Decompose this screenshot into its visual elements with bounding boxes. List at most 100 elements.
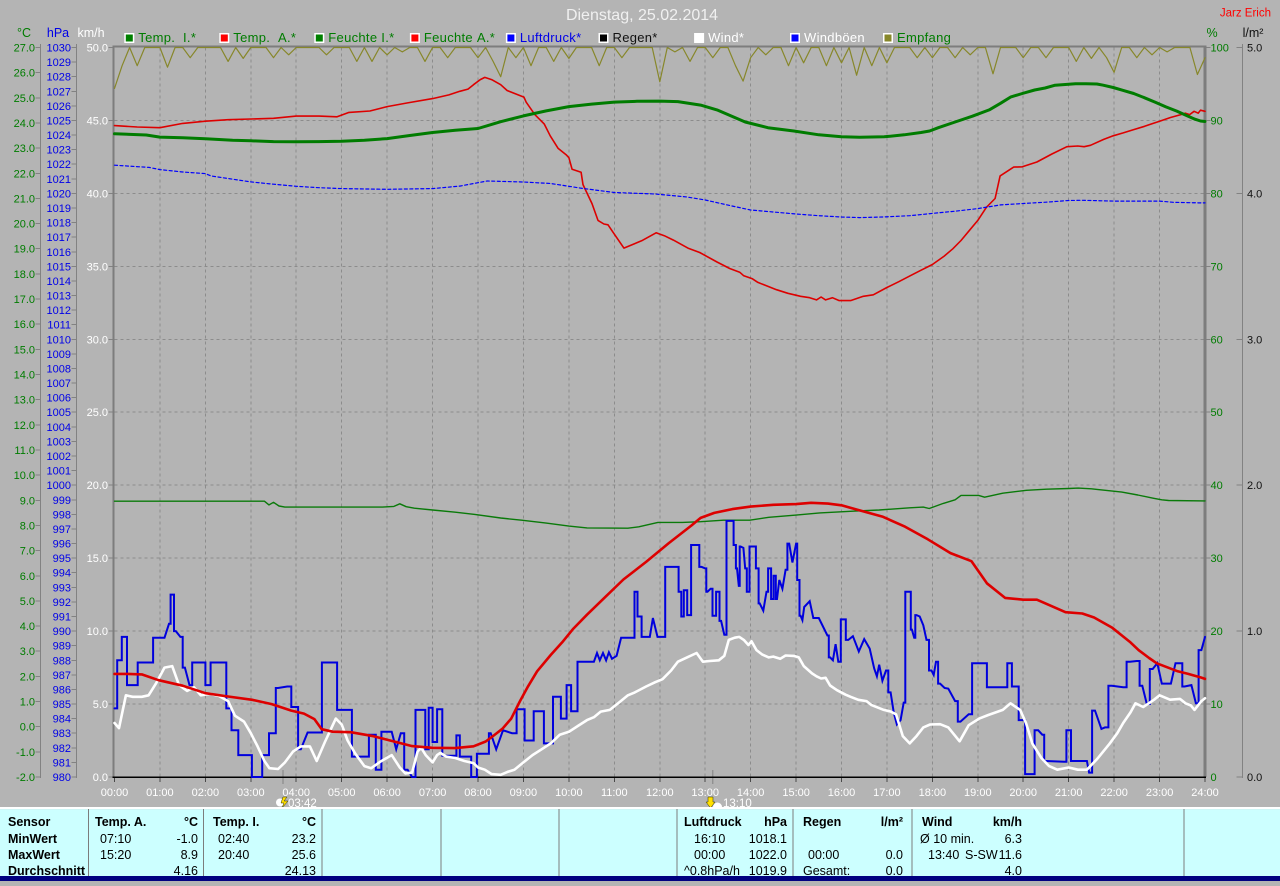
svg-text:0: 0 [1211,772,1217,784]
svg-text:50.0: 50.0 [87,43,108,55]
svg-text:60: 60 [1211,334,1223,346]
svg-text:980: 980 [53,772,71,784]
svg-text:0.0: 0.0 [1247,772,1262,784]
svg-text:20: 20 [1211,626,1223,638]
svg-text:24.0: 24.0 [14,118,35,130]
svg-text:22:00: 22:00 [1100,787,1128,799]
svg-text:1008: 1008 [47,364,71,376]
svg-text:12:00: 12:00 [646,787,674,799]
svg-text:8.9: 8.9 [181,848,198,862]
svg-text:23:00: 23:00 [1146,787,1174,799]
svg-text:11.0: 11.0 [14,445,35,457]
svg-text:6.3: 6.3 [1005,832,1022,846]
svg-text:90: 90 [1211,116,1223,128]
svg-text:14.0: 14.0 [14,370,35,382]
svg-text:Windböen: Windböen [804,30,865,45]
svg-text:25.0: 25.0 [87,407,108,419]
svg-text:08:00: 08:00 [464,787,492,799]
svg-text:20:40: 20:40 [218,848,249,862]
svg-text:-1.0: -1.0 [176,832,198,846]
svg-text:1026: 1026 [47,101,71,113]
svg-text:-2.0: -2.0 [16,772,35,784]
svg-text:Wind: Wind [922,815,952,829]
svg-text:1018: 1018 [47,218,71,230]
svg-text:1020: 1020 [47,188,71,200]
svg-text:03:00: 03:00 [237,787,265,799]
svg-text:40.0: 40.0 [87,188,108,200]
svg-text:0.0: 0.0 [886,848,903,862]
svg-text:15.0: 15.0 [14,344,35,356]
svg-text:1018.1: 1018.1 [749,832,787,846]
svg-text:6.0: 6.0 [20,571,35,583]
svg-text:1014: 1014 [47,276,71,288]
svg-text:25.6: 25.6 [292,848,316,862]
svg-text:Temp. A.*: Temp. A.* [233,30,296,45]
svg-text:3.0: 3.0 [1247,334,1262,346]
svg-text:996: 996 [53,539,71,551]
svg-text:1012: 1012 [47,305,71,317]
svg-text:1013: 1013 [47,291,71,303]
svg-text:12.0: 12.0 [14,420,35,432]
svg-text:Wind*: Wind* [708,30,744,45]
svg-text:Sensor: Sensor [8,815,51,829]
svg-text:07:00: 07:00 [419,787,447,799]
svg-text:26.0: 26.0 [14,68,35,80]
svg-text:0.0: 0.0 [93,772,108,784]
svg-text:1000: 1000 [47,480,71,492]
svg-text:30: 30 [1211,553,1223,565]
svg-text:989: 989 [53,641,71,653]
svg-text:15.0: 15.0 [87,553,108,565]
svg-text:983: 983 [53,728,71,740]
svg-text:09:00: 09:00 [510,787,538,799]
svg-text:1017: 1017 [47,232,71,244]
svg-text:1010: 1010 [47,334,71,346]
svg-text:Temp. A.: Temp. A. [95,815,146,829]
svg-text:1025: 1025 [47,116,71,128]
svg-text:Jarz Erich: Jarz Erich [1220,8,1271,20]
svg-text:1027: 1027 [47,86,71,98]
svg-text:%: % [1206,26,1217,40]
svg-text:988: 988 [53,655,71,667]
svg-text:4.0: 4.0 [1005,864,1022,878]
svg-text:10.0: 10.0 [14,470,35,482]
svg-text:1009: 1009 [47,349,71,361]
svg-text:40: 40 [1211,480,1223,492]
svg-text:Durchschnitt: Durchschnitt [8,864,86,878]
svg-text:-1.0: -1.0 [16,747,35,759]
svg-text:13:40: 13:40 [928,848,959,862]
svg-text:°C: °C [302,815,316,829]
svg-text:0.0: 0.0 [886,864,903,878]
svg-text:0.0: 0.0 [20,722,35,734]
svg-text:21.0: 21.0 [14,193,35,205]
svg-text:1.0: 1.0 [1247,626,1262,638]
svg-text:Dienstag, 25.02.2014: Dienstag, 25.02.2014 [566,7,718,24]
svg-text:00:00: 00:00 [808,848,839,862]
svg-text:1029: 1029 [47,57,71,69]
svg-text:4.0: 4.0 [1247,188,1262,200]
svg-text:1016: 1016 [47,247,71,259]
svg-text:4.16: 4.16 [174,864,198,878]
svg-text:10: 10 [1211,699,1223,711]
svg-text:27.0: 27.0 [14,43,35,55]
svg-text:1007: 1007 [47,378,71,390]
svg-text:18.0: 18.0 [14,269,35,281]
svg-text:17.0: 17.0 [14,294,35,306]
svg-text:1021: 1021 [47,174,71,186]
svg-text:984: 984 [53,714,71,726]
svg-text:993: 993 [53,582,71,594]
svg-text:Feuchte I.*: Feuchte I.* [328,30,394,45]
svg-text:5.0: 5.0 [93,699,108,711]
svg-text:1004: 1004 [47,422,71,434]
svg-text:3.0: 3.0 [20,646,35,658]
svg-text:Temp. I.: Temp. I. [213,815,259,829]
svg-text:80: 80 [1211,188,1223,200]
svg-text:1030: 1030 [47,43,71,55]
svg-text:04:00: 04:00 [282,787,310,799]
svg-text:1023: 1023 [47,145,71,157]
svg-text:06:00: 06:00 [373,787,401,799]
svg-text:19:00: 19:00 [964,787,992,799]
svg-text:998: 998 [53,509,71,521]
svg-text:S-SW: S-SW [965,848,998,862]
svg-text:l/m²: l/m² [1243,26,1264,40]
svg-text:25.0: 25.0 [14,93,35,105]
